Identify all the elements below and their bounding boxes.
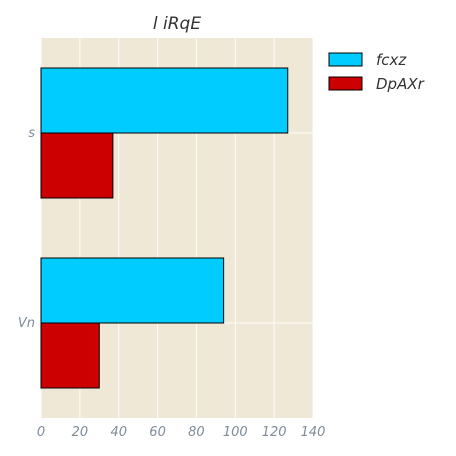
x-tick-label: 120 [262,425,287,440]
legend-label-DpAXr: DpAXr [376,75,425,93]
bar-DpAXr-Vn [40,322,100,389]
legend-swatch-DpAXr [328,76,363,91]
x-tick-label: 40 [110,425,127,440]
x-tick-label: 140 [301,425,326,440]
x-tick-label: 20 [72,425,89,440]
chart-title: l iRqE [153,14,201,34]
y-tick-label: Vn [18,316,35,331]
legend: fcxz DpAXr [328,51,425,93]
bar-DpAXr-s [40,132,114,199]
x-tick-label: 100 [223,425,248,440]
y-tick-label: s [28,126,35,141]
x-tick-label: 80 [188,425,205,440]
bar-fcxz-s [40,67,289,134]
bar-fcxz-Vn [40,257,225,324]
x-tick-label: 0 [37,425,45,440]
x-axis-ticks: 0 20 40 60 80 100 120 140 [37,425,326,440]
x-tick-label: 60 [149,425,166,440]
legend-swatch-fcxz [328,52,363,67]
bars [40,67,289,389]
y-axis-ticks: s Vn [18,126,35,331]
legend-label-fcxz: fcxz [376,51,407,69]
